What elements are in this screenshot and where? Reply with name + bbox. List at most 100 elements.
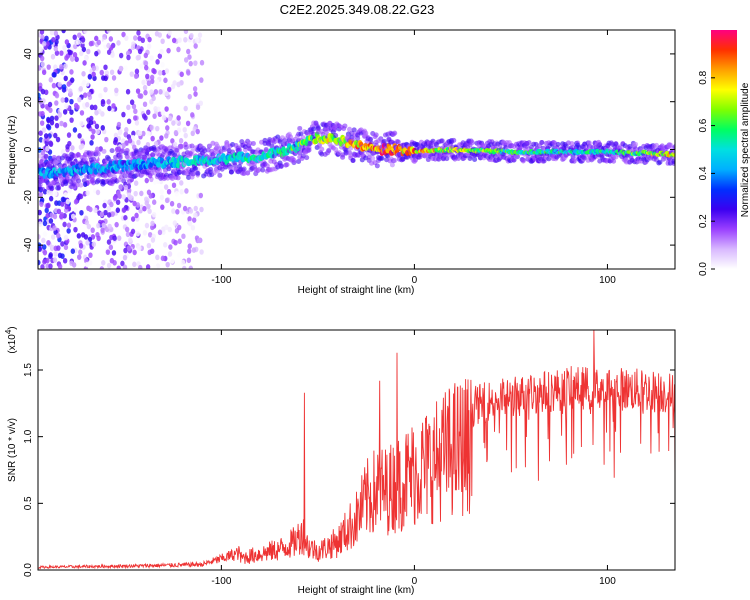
noise-speck bbox=[187, 93, 192, 100]
track-halo bbox=[319, 146, 325, 152]
track-halo bbox=[611, 158, 617, 164]
noise-speck bbox=[40, 110, 45, 117]
noise-speck bbox=[176, 115, 181, 121]
noise-speck bbox=[49, 119, 55, 126]
noise-speck bbox=[166, 47, 171, 54]
noise-speck bbox=[60, 241, 65, 247]
noise-speck bbox=[88, 252, 93, 259]
noise-speck bbox=[75, 104, 80, 111]
track-halo bbox=[469, 139, 475, 145]
track-halo bbox=[179, 143, 185, 149]
noise-speck bbox=[159, 194, 165, 201]
noise-speck bbox=[166, 188, 172, 195]
noise-speck bbox=[160, 204, 165, 210]
snr-multiplier-close: ) bbox=[7, 326, 18, 329]
noise-speck bbox=[62, 109, 68, 115]
noise-speck bbox=[184, 188, 189, 194]
track-halo bbox=[350, 136, 356, 142]
track-halo bbox=[333, 132, 339, 138]
noise-speck bbox=[133, 73, 139, 80]
noise-speck bbox=[116, 265, 121, 269]
track-halo bbox=[571, 156, 577, 162]
track-halo bbox=[55, 181, 61, 187]
noise-speck bbox=[116, 40, 121, 46]
snr-panel: -100 0 100 0.0 0.5 1.0 1.5 Height of straight… bbox=[4, 326, 676, 596]
noise-speck bbox=[64, 203, 69, 210]
track-halo bbox=[120, 148, 126, 154]
noise-speck bbox=[69, 98, 74, 105]
noise-speck bbox=[111, 75, 117, 81]
noise-speck bbox=[116, 190, 121, 196]
noise-speck bbox=[66, 228, 71, 234]
track-halo bbox=[55, 185, 61, 191]
noise-speck bbox=[41, 127, 47, 133]
noise-speck bbox=[142, 229, 148, 236]
track-halo bbox=[451, 137, 457, 143]
track-halo bbox=[102, 173, 108, 179]
track-halo bbox=[269, 143, 275, 149]
noise-speck bbox=[63, 244, 69, 251]
track-halo bbox=[63, 179, 69, 185]
noise-speck bbox=[115, 199, 121, 206]
noise-speck bbox=[48, 107, 53, 114]
noise-speck bbox=[157, 53, 163, 59]
noise-speck bbox=[135, 230, 141, 237]
track-halo bbox=[94, 150, 100, 156]
noise-speck bbox=[91, 241, 97, 248]
noise-speck bbox=[60, 97, 65, 103]
noise-speck bbox=[154, 240, 160, 247]
noise-speck bbox=[48, 218, 54, 224]
noise-speck bbox=[109, 201, 114, 208]
noise-speck bbox=[88, 40, 94, 47]
noise-speck bbox=[123, 65, 128, 71]
noise-speck bbox=[132, 249, 137, 256]
noise-speck bbox=[82, 60, 87, 66]
track-halo bbox=[657, 159, 663, 165]
noise-speck bbox=[76, 233, 82, 239]
noise-speck bbox=[171, 120, 176, 126]
noise-speck bbox=[127, 194, 133, 201]
noise-speck bbox=[191, 217, 197, 223]
noise-speck bbox=[42, 220, 48, 227]
snr-x-label: Height of straight line (km) bbox=[298, 585, 415, 596]
colorbar-ticks: 0.0 0.2 0.4 0.6 0.8 bbox=[698, 70, 715, 276]
noise-speck bbox=[78, 193, 84, 200]
noise-speck bbox=[141, 79, 146, 86]
track-halo bbox=[374, 163, 380, 169]
noise-speck bbox=[45, 145, 50, 152]
colorbar-tick-label: 0.0 bbox=[698, 262, 709, 276]
noise-speck bbox=[38, 221, 43, 227]
noise-speck bbox=[192, 86, 198, 92]
noise-speck bbox=[183, 105, 188, 112]
noise-speck bbox=[182, 126, 187, 133]
noise-speck bbox=[164, 106, 169, 112]
noise-speck bbox=[137, 130, 143, 137]
noise-speck bbox=[81, 46, 87, 53]
noise-speck bbox=[41, 40, 47, 47]
figure-title: C2E2.2025.349.08.22.G23 bbox=[280, 2, 435, 17]
noise-speck bbox=[187, 216, 192, 222]
noise-speck bbox=[64, 55, 69, 61]
noise-speck bbox=[142, 101, 148, 108]
noise-speck bbox=[187, 248, 192, 254]
noise-speck bbox=[63, 192, 68, 198]
noise-speck bbox=[101, 260, 106, 266]
track-halo bbox=[385, 153, 391, 159]
noise-speck bbox=[65, 143, 70, 150]
track-halo bbox=[237, 147, 243, 153]
track-halo bbox=[297, 125, 303, 131]
noise-speck bbox=[82, 120, 88, 126]
spectrogram-y-label: Frequency (Hz) bbox=[7, 116, 18, 185]
track-halo bbox=[300, 135, 306, 141]
noise-speck bbox=[167, 226, 172, 233]
noise-speck bbox=[169, 200, 175, 207]
noise-speck bbox=[70, 248, 76, 254]
noise-speck bbox=[79, 209, 84, 216]
noise-speck bbox=[136, 30, 141, 36]
snr-y-ticks: 0.0 0.5 1.0 1.5 bbox=[23, 363, 675, 577]
noise-speck bbox=[94, 109, 99, 116]
noise-speck bbox=[133, 180, 139, 186]
noise-speck bbox=[81, 71, 86, 77]
noise-speck bbox=[63, 63, 68, 69]
noise-speck bbox=[102, 39, 108, 46]
